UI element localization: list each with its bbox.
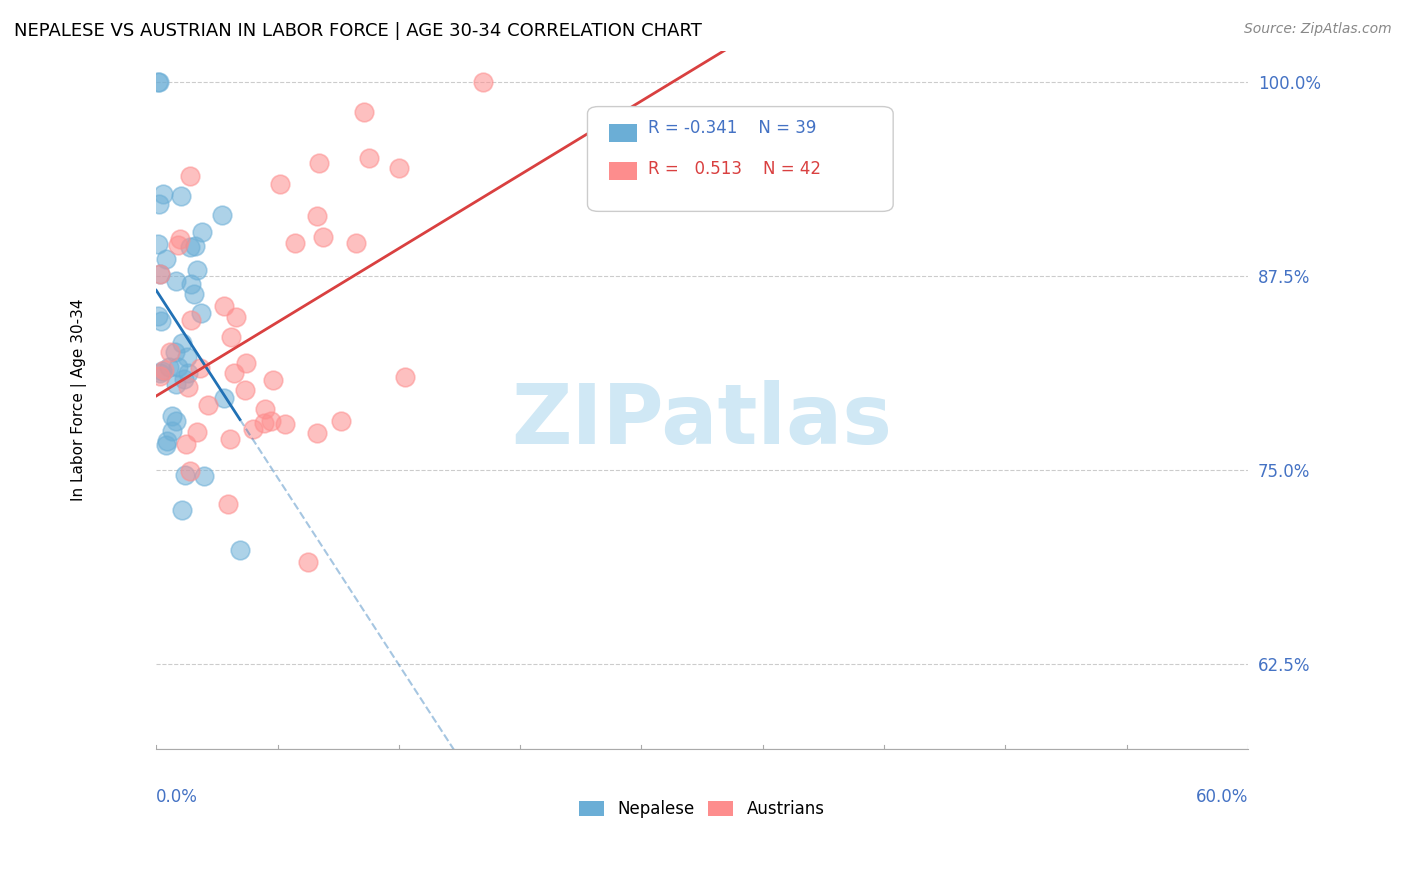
Point <box>305 426 328 441</box>
Point <box>388 161 411 175</box>
Text: NEPALESE VS AUSTRIAN IN LABOR FORCE | AGE 30-34 CORRELATION CHART: NEPALESE VS AUSTRIAN IN LABOR FORCE | AG… <box>14 22 702 40</box>
Point <box>148 75 170 89</box>
Point <box>212 299 235 313</box>
Point <box>312 229 335 244</box>
Point <box>217 497 239 511</box>
Point <box>235 356 257 370</box>
Point <box>330 414 353 428</box>
Point <box>193 469 215 483</box>
Point <box>165 274 187 288</box>
Point <box>165 344 187 359</box>
Point <box>172 503 194 517</box>
Point <box>471 75 494 89</box>
Point <box>269 177 291 191</box>
Text: 60.0%: 60.0% <box>1195 789 1249 806</box>
Point <box>146 309 169 323</box>
Point <box>166 360 188 375</box>
Point <box>149 369 172 384</box>
Point <box>169 232 191 246</box>
Legend: Nepalese, Austrians: Nepalese, Austrians <box>572 794 831 825</box>
Text: 0.0%: 0.0% <box>156 789 198 806</box>
Point <box>156 434 179 448</box>
Point <box>184 239 207 253</box>
Point <box>160 424 183 438</box>
Point <box>186 425 208 439</box>
Point <box>188 361 211 376</box>
Point <box>190 306 212 320</box>
Point <box>211 209 233 223</box>
Point <box>148 366 170 380</box>
Point <box>308 156 330 170</box>
Point <box>242 422 264 436</box>
Point <box>225 310 247 325</box>
Point <box>179 240 201 254</box>
Point <box>172 336 194 351</box>
Point <box>177 366 200 380</box>
Point <box>229 543 252 558</box>
Point <box>174 467 197 482</box>
Point <box>274 417 297 432</box>
Point <box>262 373 284 387</box>
Point <box>191 225 214 239</box>
Point <box>297 556 319 570</box>
Point <box>152 186 174 201</box>
Point <box>176 350 198 364</box>
Point <box>219 433 242 447</box>
Point <box>253 417 276 431</box>
Point <box>179 169 201 183</box>
Point <box>221 330 243 344</box>
Point <box>146 237 169 252</box>
Point <box>155 438 177 452</box>
Point <box>307 209 329 223</box>
Point <box>159 345 181 359</box>
Point <box>254 402 277 417</box>
Point <box>173 372 195 386</box>
Point <box>183 287 205 301</box>
Point <box>224 367 246 381</box>
Text: ZIPatlas: ZIPatlas <box>512 381 893 461</box>
Bar <box>609 162 637 180</box>
Point <box>344 235 367 250</box>
Point <box>146 75 169 89</box>
Text: In Labor Force | Age 30-34: In Labor Force | Age 30-34 <box>72 299 87 501</box>
Text: Source: ZipAtlas.com: Source: ZipAtlas.com <box>1244 22 1392 37</box>
Point <box>260 414 283 428</box>
Point <box>394 369 416 384</box>
Point <box>174 437 197 451</box>
Point <box>148 197 170 211</box>
Point <box>179 464 201 478</box>
Point <box>166 238 188 252</box>
Point <box>153 363 176 377</box>
Point <box>149 267 172 281</box>
Point <box>353 105 375 120</box>
Point <box>233 383 256 397</box>
Point <box>165 376 187 391</box>
Point <box>214 391 236 405</box>
Point <box>180 277 202 291</box>
FancyBboxPatch shape <box>588 106 893 211</box>
Point <box>170 189 193 203</box>
Point <box>149 268 172 282</box>
Point <box>155 252 177 267</box>
Point <box>284 236 307 251</box>
Point <box>160 409 183 423</box>
Point <box>357 151 380 165</box>
Point <box>150 364 173 378</box>
Point <box>177 380 200 394</box>
Point <box>180 313 202 327</box>
Bar <box>609 124 637 142</box>
Point <box>165 414 187 428</box>
Point <box>150 314 173 328</box>
Point <box>157 360 180 375</box>
Text: R =   0.513    N = 42: R = 0.513 N = 42 <box>648 161 821 178</box>
Text: R = -0.341    N = 39: R = -0.341 N = 39 <box>648 119 815 136</box>
Point <box>197 398 219 412</box>
Point <box>186 263 208 277</box>
